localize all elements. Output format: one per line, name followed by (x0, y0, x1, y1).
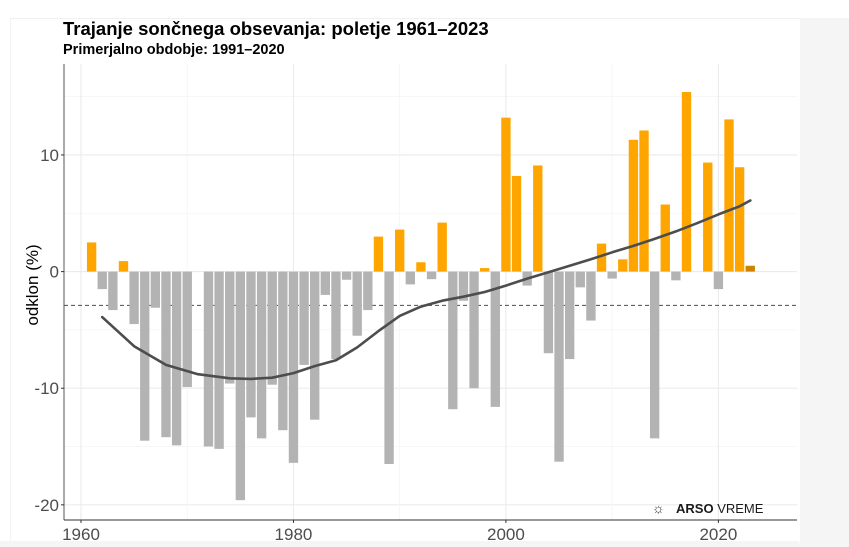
bar-1994 (437, 222, 447, 272)
bar-1990 (395, 229, 405, 272)
brand-regular: VREME (717, 501, 764, 516)
bar-1987 (363, 271, 373, 311)
bar-2001 (511, 175, 522, 272)
axes-group (63, 64, 797, 521)
bar-1968 (161, 271, 171, 438)
bar-1978 (267, 271, 277, 385)
bar-1976 (246, 271, 256, 418)
bar-1963 (108, 271, 118, 311)
bars-group (86, 91, 755, 501)
bar-2000 (501, 117, 511, 272)
x-tick-label: 2000 (487, 525, 525, 544)
bar-1984 (331, 271, 341, 360)
bar-2017 (681, 91, 692, 272)
x-tick-label: 1960 (62, 525, 100, 544)
bar-2009 (596, 243, 607, 272)
bar-1972 (203, 271, 214, 447)
bar-1985 (341, 271, 352, 280)
bar-2014 (649, 271, 660, 439)
bar-1966 (140, 271, 150, 441)
trend-line-group (100, 199, 752, 381)
y-tick-label: -20 (34, 496, 59, 515)
bar-1981 (299, 271, 309, 365)
arso-vreme-logo: ☼ ARSO VREME (652, 500, 763, 516)
bar-1982 (310, 271, 320, 420)
bar-2022 (734, 167, 745, 272)
bar-2020 (713, 271, 724, 290)
y-tick-labels: -20 -10 0 10 (34, 146, 64, 515)
side-panel (799, 18, 849, 547)
bottom-strip (0, 541, 799, 547)
bar-1974 (225, 271, 235, 384)
bar-2004 (543, 271, 554, 354)
sun-slash-icon: ☼ (652, 500, 665, 516)
bar-1980 (288, 271, 299, 463)
bar-1965 (129, 271, 139, 325)
trend-line (100, 199, 752, 381)
y-tick-label: 0 (50, 263, 59, 282)
y-tick-label: 10 (40, 146, 59, 165)
bar-1988 (373, 236, 384, 272)
bar-1964 (118, 261, 129, 272)
bar-2023 (745, 265, 755, 272)
y-axis-title: odklon (%) (23, 244, 42, 325)
bar-1975 (235, 271, 246, 501)
bar-2006 (564, 271, 575, 360)
brand-bold: ARSO (676, 501, 714, 516)
bar-1967 (150, 271, 161, 308)
chart-title: Trajanje sončnega obsevanja: poletje 196… (63, 18, 489, 39)
bar-2011 (618, 259, 628, 272)
bar-1998 (480, 268, 490, 272)
bar-2013 (639, 130, 649, 272)
bar-2007 (575, 271, 585, 288)
bar-1970 (182, 271, 192, 388)
bar-2019 (703, 162, 713, 272)
bar-1977 (256, 271, 267, 439)
bar-1986 (352, 271, 362, 336)
bar-1961 (86, 242, 97, 272)
x-tick-label: 2020 (699, 525, 737, 544)
bar-2015 (660, 204, 670, 272)
bar-2010 (607, 271, 617, 279)
bar-1962 (97, 271, 107, 290)
y-tick-label: -10 (34, 379, 59, 398)
bar-1993 (426, 271, 437, 280)
x-tick-labels: 1960 1980 2000 2020 (62, 520, 737, 544)
bar-2016 (671, 271, 681, 281)
bar-2003 (533, 165, 543, 272)
bar-1973 (214, 271, 224, 449)
bar-1996 (458, 271, 469, 301)
bar-1992 (416, 262, 426, 272)
bar-2021 (724, 119, 734, 272)
bar-2012 (628, 139, 639, 272)
x-tick-label: 1980 (275, 525, 313, 544)
bar-1995 (448, 271, 458, 410)
chart-subtitle: Primerjalno obdobje: 1991–2020 (63, 42, 285, 58)
bar-1991 (405, 271, 415, 285)
bar-1997 (469, 271, 479, 389)
bar-2008 (586, 271, 596, 321)
bar-1979 (278, 271, 288, 431)
bar-2005 (554, 271, 564, 462)
bar-1989 (384, 271, 394, 465)
bar-1999 (490, 271, 500, 407)
bar-1969 (171, 271, 182, 446)
bar-1983 (320, 271, 331, 295)
